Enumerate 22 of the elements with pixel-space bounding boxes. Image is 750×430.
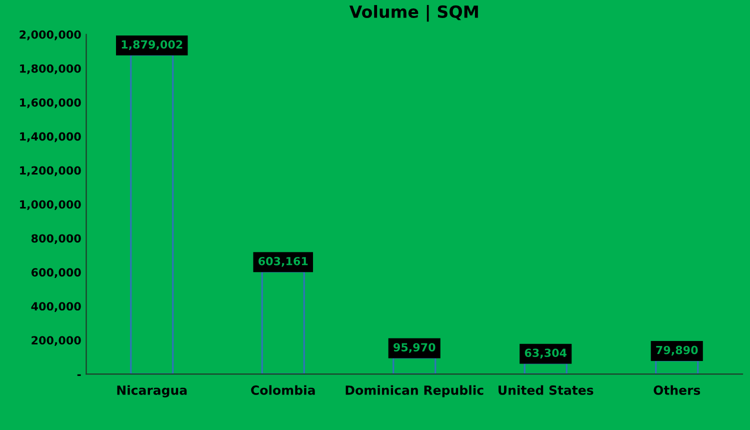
data-label: 79,890 — [656, 346, 698, 356]
y-tick-label: 1,200,000 — [20, 166, 81, 176]
x-tick-label: Dominican Republic — [346, 385, 484, 398]
data-label: 63,304 — [524, 348, 567, 358]
data-label: 95,970 — [394, 343, 436, 353]
x-tick-label: United States — [498, 385, 594, 395]
x-tick-label: Colombia — [251, 385, 315, 395]
data-label: 1,879,002 — [122, 40, 182, 50]
y-tick-label: 200,000 — [32, 336, 81, 346]
x-tick-label: Others — [654, 385, 700, 395]
y-tick-label: - — [77, 374, 81, 376]
chart-title: Volume | SQM — [349, 4, 478, 22]
y-tick-label: 600,000 — [31, 268, 81, 278]
y-tick-label: 1,000,000 — [20, 200, 81, 210]
y-tick-label: 1,400,000 — [20, 132, 81, 142]
x-tick-label: Nicaragua — [117, 385, 187, 398]
y-tick-label: 1,600,000 — [20, 98, 81, 108]
y-tick-label: 1,800,000 — [20, 64, 81, 74]
y-tick-label: 800,000 — [31, 234, 81, 244]
data-label: 603,161 — [258, 256, 308, 267]
y-tick-label: 400,000 — [31, 302, 81, 312]
y-tick-label: 2,000,000 — [20, 30, 81, 40]
